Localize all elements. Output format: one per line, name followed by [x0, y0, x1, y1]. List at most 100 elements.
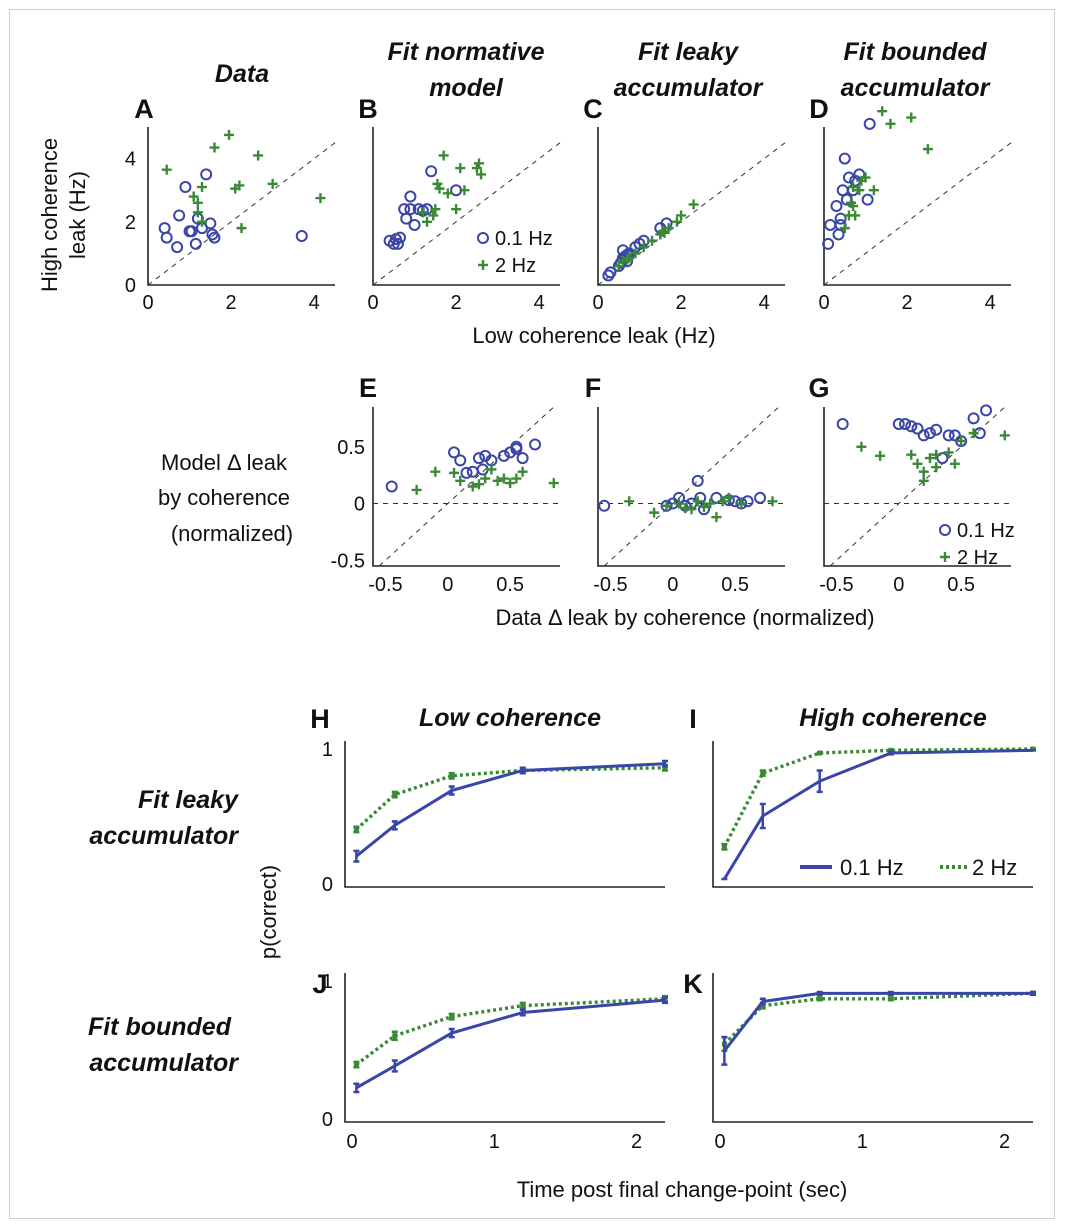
panel-letter-D: D	[809, 94, 829, 124]
error-bar	[662, 996, 668, 1005]
data-point-2hz	[161, 164, 172, 175]
panel-K: K 0 1 2	[683, 969, 1036, 1153]
data-marker-2hz	[888, 747, 894, 753]
y-tick-label: 0	[354, 494, 365, 516]
data-point-0.1hz	[863, 117, 876, 130]
data-point-2hz	[856, 441, 867, 452]
data-point-2hz	[968, 428, 979, 439]
data-point-0.1hz	[917, 429, 930, 442]
panel-E: E -0.5 0 0.5 0.5 0 -0.5	[331, 373, 560, 596]
data-point-2hz	[885, 118, 896, 129]
panel-D: D 0 2 4	[809, 94, 1012, 314]
data-point-2hz	[473, 479, 484, 490]
data-point-0.1hz	[930, 423, 943, 436]
series-line-0.1hz	[723, 991, 1033, 1052]
x-tick-label: 0	[715, 1131, 726, 1153]
data-point-0.1hz	[466, 465, 479, 478]
error-bar	[391, 1059, 398, 1073]
data-point-0.1hz	[836, 184, 849, 197]
panel-G: G -0.5 0 0.5 0.1 Hz 2 Hz	[808, 373, 1014, 596]
column-title-normative-line2: model	[429, 74, 504, 102]
data-point-0.1hz	[691, 474, 704, 487]
series-line-2hz	[355, 997, 666, 1066]
row-title-bounded-line2: accumulator	[89, 1049, 239, 1077]
data-marker-2hz	[449, 1014, 455, 1020]
data-point-2hz	[517, 466, 528, 477]
data-point-2hz	[624, 253, 635, 264]
error-bar	[887, 750, 894, 756]
data-point-2hz	[698, 501, 709, 512]
data-point-2hz	[705, 498, 716, 509]
data-point-2hz	[688, 199, 699, 210]
mid-y-label-line3: (normalized)	[171, 521, 293, 546]
data-point-2hz	[442, 188, 453, 199]
error-bar	[353, 849, 360, 863]
x-tick-label: 4	[985, 292, 996, 314]
data-marker-2hz	[817, 996, 823, 1002]
data-point-2hz	[430, 466, 441, 477]
error-bar	[519, 1008, 526, 1017]
x-tick-label: 0	[818, 292, 829, 314]
x-tick-label: 0.5	[947, 574, 975, 596]
panel-letter-G: G	[808, 373, 829, 403]
data-point-0.1hz	[404, 203, 417, 216]
data-point-2hz	[236, 223, 247, 234]
x-tick-label: 4	[759, 292, 770, 314]
data-marker-2hz	[721, 844, 727, 850]
data-point-2hz	[647, 235, 658, 246]
data-point-0.1hz	[173, 209, 186, 222]
data-point-0.1hz	[694, 491, 707, 504]
data-point-2hz	[471, 163, 482, 174]
data-point-2hz	[438, 150, 449, 161]
x-tick-label: 2	[999, 1131, 1010, 1153]
data-marker-2hz	[1030, 746, 1036, 752]
y-tick-label: 0.5	[337, 437, 365, 459]
error-bar	[353, 1082, 360, 1094]
data-marker-2hz	[353, 826, 359, 832]
data-point-0.1hz	[394, 231, 407, 244]
data-point-0.1hz	[472, 452, 485, 465]
bottom-y-label: p(correct)	[256, 865, 281, 959]
column-title-data: Data	[215, 60, 269, 88]
data-point-2hz	[649, 507, 660, 518]
data-point-2hz	[956, 436, 967, 447]
data-point-2hz	[924, 453, 935, 464]
data-point-2hz	[267, 178, 278, 189]
data-point-2hz	[411, 484, 422, 495]
error-bar	[1030, 990, 1036, 996]
data-point-2hz	[209, 142, 220, 153]
error-bar	[816, 769, 823, 794]
data-point-2hz	[459, 185, 470, 196]
identity-line	[829, 406, 1006, 567]
row-title-leaky-line2: accumulator	[89, 822, 239, 850]
data-point-2hz	[434, 183, 445, 194]
data-point-0.1hz	[754, 491, 767, 504]
y-tick-label: 4	[125, 149, 136, 171]
data-point-2hz	[931, 462, 942, 473]
data-point-0.1hz	[448, 446, 461, 459]
x-tick-label: 4	[534, 292, 545, 314]
data-point-0.1hz	[529, 438, 542, 451]
condition-title-high: High coherence	[799, 704, 987, 732]
data-point-2hz	[455, 163, 466, 174]
data-point-2hz	[999, 430, 1010, 441]
error-bar	[448, 1027, 455, 1039]
x-tick-label: 0	[442, 574, 453, 596]
mid-y-label-line2: by coherence	[158, 485, 290, 510]
data-point-0.1hz	[185, 225, 198, 238]
data-point-2hz	[548, 478, 559, 489]
data-point-2hz	[868, 185, 879, 196]
x-tick-label: 2	[902, 292, 913, 314]
data-point-0.1hz	[842, 171, 855, 184]
error-bar	[662, 759, 668, 768]
data-point-2hz	[661, 500, 672, 511]
error-bar	[816, 990, 823, 996]
panel-letter-E: E	[359, 373, 377, 403]
data-point-2hz	[686, 504, 697, 515]
data-point-2hz	[192, 207, 203, 218]
x-tick-label: 0	[667, 574, 678, 596]
legend-label-0.1hz: 0.1 Hz	[957, 520, 1015, 542]
error-bar	[721, 1035, 728, 1066]
x-tick-label: 0.5	[721, 574, 749, 596]
panel-letter-H: H	[310, 704, 330, 734]
